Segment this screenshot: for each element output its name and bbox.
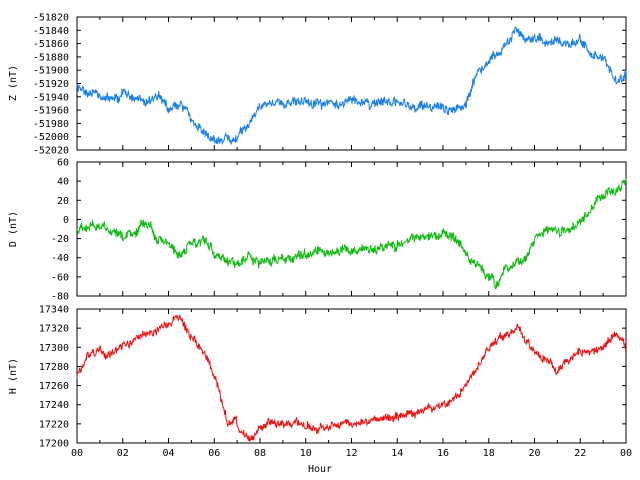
x-tick-label: 06	[208, 448, 220, 459]
x-tick-label: 12	[345, 448, 357, 459]
y-tick-label: -51940	[33, 92, 69, 103]
x-tick-label: 00	[71, 448, 83, 459]
y-tick-label: 17320	[39, 324, 69, 335]
series-line-d	[76, 178, 627, 290]
x-tick-label: 22	[574, 448, 586, 459]
x-tick-label: 16	[437, 448, 449, 459]
panel-d: 60 40 20 0 -20 -40 -60 -80 D (nT)	[8, 158, 627, 303]
y-tick-label: 17260	[39, 381, 69, 392]
y-tick-label: -51920	[33, 79, 69, 90]
y-tick-label: -80	[51, 292, 69, 303]
y-tick-label: -52000	[33, 132, 69, 143]
y-tick-label: 17300	[39, 343, 69, 354]
y-tick-label: 20	[57, 196, 69, 207]
y-tick-label: 60	[57, 158, 69, 169]
y-tick-label: -51860	[33, 39, 69, 50]
x-tick-label: 08	[254, 448, 266, 459]
series-line-h	[76, 313, 627, 443]
y-tick-label: -52020	[33, 146, 69, 157]
y-tick-label: -51900	[33, 66, 69, 77]
x-tick-label: 10	[300, 448, 312, 459]
y-tick-label: 40	[57, 177, 69, 188]
y-tick-label: 17280	[39, 362, 69, 373]
y-tick-label: 17200	[39, 439, 69, 450]
y-ticks-h: 17340 17320 17300 17280 17260 17240 17220 17200	[39, 305, 626, 450]
y-tick-label: -51880	[33, 52, 69, 63]
y-tick-label: -51820	[33, 13, 69, 24]
xlabel-hour: Hour	[308, 464, 332, 475]
x-ticks-h: 00 02 04 06 08 10 12 14 16 18 20 22 00	[71, 448, 632, 459]
y-tick-label: 17240	[39, 400, 69, 411]
y-tick-label: -60	[51, 272, 69, 283]
x-tick-label: 20	[528, 448, 540, 459]
x-tick-label: 02	[117, 448, 129, 459]
y-tick-label: -51980	[33, 119, 69, 130]
panel-z: -51820 -51840 -51860 -51880 -51900 -51920 -519…	[8, 13, 627, 157]
ylabel-d: D (nT)	[8, 211, 19, 247]
y-tick-label: -40	[51, 253, 69, 264]
y-tick-label: -51960	[33, 106, 69, 117]
series-line-z	[76, 26, 627, 146]
y-tick-label: -51840	[33, 26, 69, 37]
y-tick-label: 0	[63, 215, 69, 226]
plot-frame-z	[76, 16, 627, 151]
x-tick-label: 14	[391, 448, 403, 459]
y-tick-label: -20	[51, 234, 69, 245]
x-tick-label: 00	[620, 448, 632, 459]
y-tick-label: 17340	[39, 305, 69, 316]
x-tick-label: 18	[483, 448, 495, 459]
x-tick-label: 04	[162, 448, 174, 459]
y-tick-label: 17220	[39, 419, 69, 430]
y-ticks-z: -51820 -51840 -51860 -51880 -51900 -51920 -519…	[33, 13, 626, 157]
ylabel-z: Z (nT)	[8, 65, 19, 101]
ylabel-h: H (nT)	[8, 358, 19, 394]
panel-h: 17340 17320 17300 17280 17260 17240 17220 17200…	[8, 305, 632, 476]
y-ticks-d: 60 40 20 0 -20 -40 -60 -80	[51, 158, 626, 303]
